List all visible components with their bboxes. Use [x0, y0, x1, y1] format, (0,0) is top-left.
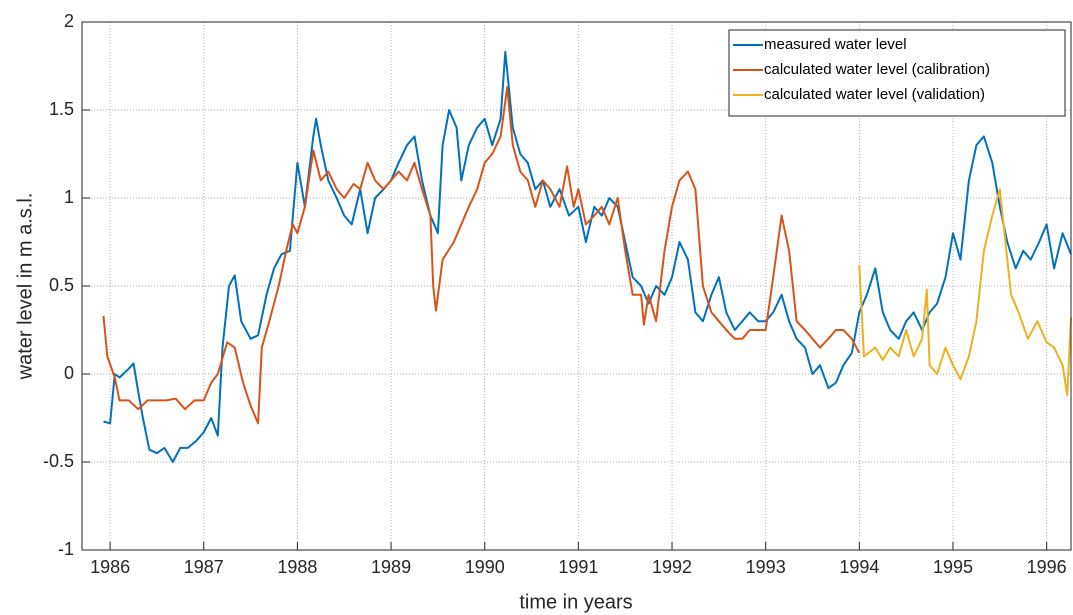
- legend-label: calculated water level (calibration): [764, 61, 990, 78]
- axes-box: [81, 21, 1072, 551]
- data-line: [102, 86, 861, 425]
- x-tick-label: 1995: [933, 557, 973, 577]
- x-tick-label: 1986: [90, 557, 130, 577]
- y-axis-label: water level in m a.s.l.: [14, 193, 36, 381]
- data-line: [858, 188, 1072, 397]
- x-tick-label: 1994: [839, 557, 879, 577]
- legend-label: calculated water level (validation): [764, 86, 985, 103]
- x-tick-label: 1991: [558, 557, 598, 577]
- x-tick-label: 1992: [652, 557, 692, 577]
- legend-box: [728, 29, 1066, 117]
- x-axis-label: time in years: [519, 591, 632, 613]
- x-tick-label: 1996: [1027, 557, 1067, 577]
- x-tick-label: 1993: [746, 557, 786, 577]
- y-tick-label: 2: [64, 11, 74, 31]
- y-tick-label: -0.5: [43, 451, 74, 471]
- y-tick-label: 1: [64, 187, 74, 207]
- y-tick-label: 0: [64, 363, 74, 383]
- x-tick-label: 1987: [184, 557, 224, 577]
- x-tick-label: 1989: [371, 557, 411, 577]
- data-line: [103, 50, 1072, 463]
- legend-label: measured water level: [764, 36, 907, 53]
- y-tick-label: 1.5: [49, 99, 74, 119]
- y-tick-label: -1: [58, 539, 74, 559]
- y-tick-label: 0.5: [49, 275, 74, 295]
- x-tick-label: 1988: [277, 557, 317, 577]
- x-tick-label: 1990: [465, 557, 505, 577]
